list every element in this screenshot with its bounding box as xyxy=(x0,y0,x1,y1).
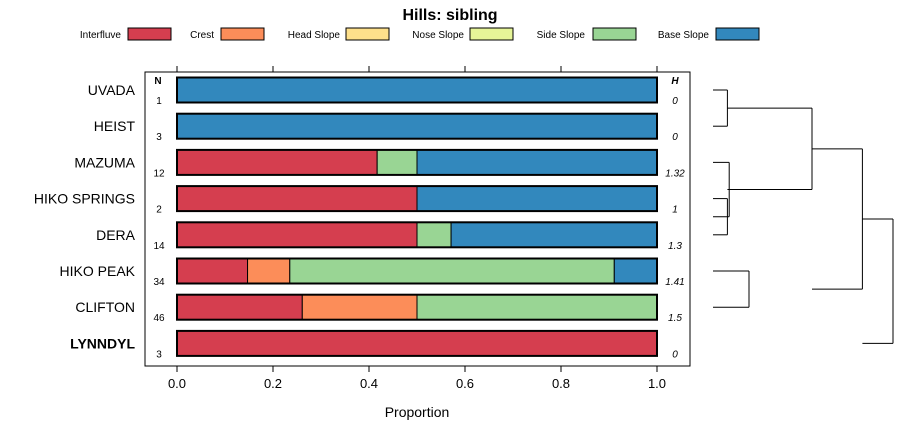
row-n-value: 34 xyxy=(153,277,165,288)
bar-segment-interfluve xyxy=(176,330,658,357)
legend-swatch-crest xyxy=(220,27,265,41)
chart-title: Hills: sibling xyxy=(402,7,497,24)
row-n-value: 12 xyxy=(153,168,165,179)
x-tick-label: 1.0 xyxy=(648,376,666,391)
row-lynndyl: LYNNDYL 3 0 xyxy=(70,329,678,360)
row-h-value: 1.32 xyxy=(665,168,685,179)
n-column-header: N xyxy=(154,76,161,87)
row-heist: HEIST 3 0 xyxy=(94,112,678,143)
bar-rows: UVADA 1 0 HEIST 3 0 MAZUMA 12 1.32 HIKO SPRINGS 2 1… xyxy=(34,76,685,360)
x-tick-label: 0.8 xyxy=(552,376,570,391)
row-h-value: 0 xyxy=(672,132,678,143)
x-tick-label: 0.4 xyxy=(360,376,378,391)
bar-segment-base-slope xyxy=(450,221,658,248)
h-column-header: H xyxy=(671,76,679,87)
legend-swatch-side-slope xyxy=(592,27,637,41)
row-label: HIKO SPRINGS xyxy=(34,191,135,207)
bar-outline xyxy=(176,185,658,213)
bar-segment-side-slope xyxy=(289,258,615,284)
row-label: HIKO PEAK xyxy=(60,263,136,279)
bar-segment-crest xyxy=(247,258,291,284)
bar-segment-base-slope xyxy=(416,185,658,212)
row-h-value: 1.5 xyxy=(668,313,682,324)
row-n-value: 14 xyxy=(153,241,165,252)
bar-segment-side-slope xyxy=(416,221,452,248)
row-n-value: 46 xyxy=(153,313,165,324)
row-h-value: 1.41 xyxy=(665,277,684,288)
legend-swatch-base-slope xyxy=(715,27,760,41)
row-h-value: 0 xyxy=(672,96,678,107)
row-label: UVADA xyxy=(88,82,136,98)
row-n-value: 3 xyxy=(156,132,162,143)
row-h-value: 1.3 xyxy=(668,241,682,252)
row-dera: DERA 14 1.3 xyxy=(96,221,682,252)
legend-label-nose-slope: Nose Slope xyxy=(412,30,464,41)
row-n-value: 2 xyxy=(156,205,162,216)
bar-outline xyxy=(176,293,658,321)
legend-swatch-head-slope xyxy=(345,27,390,41)
bar-outline xyxy=(176,148,658,176)
row-n-value: 3 xyxy=(156,349,162,360)
legend: Interfluve Crest Head Slope Nose Slope Side … xyxy=(80,27,760,41)
row-label: DERA xyxy=(96,227,136,243)
plot-panel xyxy=(144,71,691,367)
row-clifton: CLIFTON 46 1.5 xyxy=(75,293,682,324)
row-mazuma: MAZUMA 12 1.32 xyxy=(74,148,685,179)
bar-segment-base-slope xyxy=(416,149,658,176)
bar-outline xyxy=(176,112,658,140)
bar-segment-crest xyxy=(301,294,418,321)
legend-swatch-interfluve xyxy=(127,27,172,41)
row-hiko-springs: HIKO SPRINGS 2 1 xyxy=(34,185,678,216)
bar-segment-base-slope xyxy=(176,77,658,103)
row-label: HEIST xyxy=(94,118,136,134)
x-tick-label: 0.2 xyxy=(264,376,282,391)
legend-label-side-slope: Side Slope xyxy=(537,30,586,41)
bar-segment-interfluve xyxy=(176,221,418,248)
bar-segment-side-slope xyxy=(376,149,418,176)
row-n-value: 1 xyxy=(156,96,162,107)
x-axis-label: Proportion xyxy=(385,404,450,420)
row-uvada: UVADA 1 0 xyxy=(88,76,678,107)
bar-segment-interfluve xyxy=(176,294,303,321)
bar-outline xyxy=(176,76,658,104)
dendrogram xyxy=(713,89,894,344)
row-label: MAZUMA xyxy=(74,154,135,170)
legend-label-base-slope: Base Slope xyxy=(658,30,710,41)
bar-segment-interfluve xyxy=(176,185,418,212)
legend-label-crest: Crest xyxy=(190,30,214,41)
row-h-value: 0 xyxy=(672,349,678,360)
x-axis: 0.0 0.2 0.4 0.6 0.8 1.0 xyxy=(168,66,666,391)
bar-outline xyxy=(176,329,658,357)
x-tick-label: 0.0 xyxy=(168,376,186,391)
bar-segment-interfluve xyxy=(176,149,378,176)
row-label: LYNNDYL xyxy=(70,335,135,351)
bar-segment-base-slope xyxy=(613,258,658,284)
bar-segment-side-slope xyxy=(416,294,658,321)
legend-label-interfluve: Interfluve xyxy=(80,30,122,41)
bar-outline xyxy=(176,221,658,249)
legend-label-head-slope: Head Slope xyxy=(288,30,341,41)
x-tick-label: 0.6 xyxy=(456,376,474,391)
row-label: CLIFTON xyxy=(75,299,135,315)
row-hiko-peak: HIKO PEAK 34 1.41 xyxy=(60,257,685,288)
row-h-value: 1 xyxy=(672,205,678,216)
bar-segment-base-slope xyxy=(176,113,658,140)
legend-swatch-nose-slope xyxy=(469,27,514,41)
bar-outline xyxy=(176,257,658,285)
bar-segment-interfluve xyxy=(176,258,249,284)
